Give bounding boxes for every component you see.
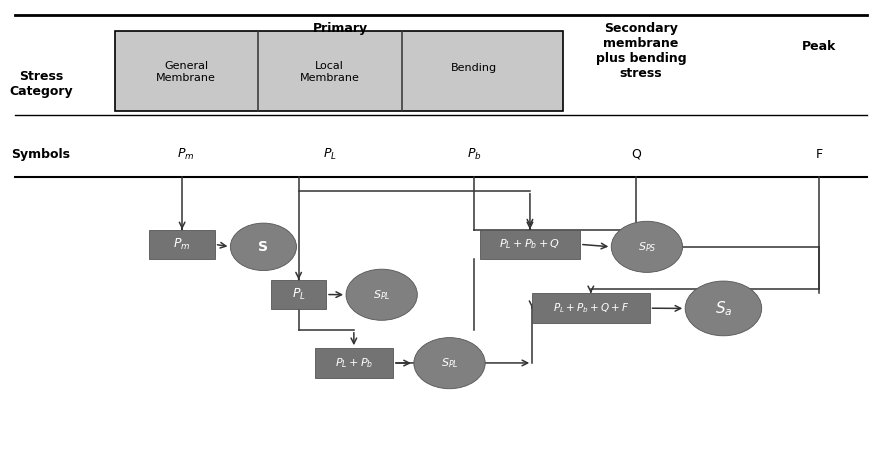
Text: $P_L + P_b + Q +F$: $P_L + P_b + Q +F$ (553, 301, 629, 315)
FancyBboxPatch shape (315, 348, 393, 378)
Ellipse shape (231, 223, 296, 270)
Text: Primary: Primary (313, 22, 368, 35)
Text: $P_b$: $P_b$ (467, 147, 481, 162)
Ellipse shape (611, 221, 682, 272)
FancyBboxPatch shape (532, 293, 650, 323)
Text: $P_m$: $P_m$ (174, 237, 191, 252)
Text: $P_m$: $P_m$ (177, 147, 195, 162)
Text: Local
Membrane: Local Membrane (300, 62, 360, 83)
Text: $S_{PS}$: $S_{PS}$ (638, 240, 656, 254)
Ellipse shape (414, 338, 485, 389)
Text: Secondary
membrane
plus bending
stress: Secondary membrane plus bending stress (595, 22, 686, 80)
Text: $P_L + P_b$: $P_L + P_b$ (335, 356, 373, 370)
Text: $P_L$: $P_L$ (323, 147, 337, 162)
Text: S: S (259, 240, 268, 254)
FancyBboxPatch shape (149, 230, 215, 259)
Text: Peak: Peak (802, 40, 837, 53)
Text: $S_{PL}$: $S_{PL}$ (373, 288, 390, 302)
Text: Stress
Category: Stress Category (9, 69, 73, 97)
FancyBboxPatch shape (480, 230, 580, 259)
Text: $P_L + P_b + Q$: $P_L + P_b + Q$ (500, 237, 560, 251)
Text: $P_L$: $P_L$ (292, 287, 305, 302)
Text: $S_{PL}$: $S_{PL}$ (441, 356, 459, 370)
FancyBboxPatch shape (271, 280, 326, 309)
Text: $S_a$: $S_a$ (715, 299, 732, 318)
Text: Q: Q (631, 148, 641, 161)
Ellipse shape (685, 281, 762, 336)
Text: General
Membrane: General Membrane (156, 62, 216, 83)
Ellipse shape (346, 269, 417, 320)
Text: Bending: Bending (451, 62, 497, 73)
FancyBboxPatch shape (115, 31, 562, 111)
Text: F: F (816, 148, 823, 161)
Text: Symbols: Symbols (11, 148, 70, 161)
